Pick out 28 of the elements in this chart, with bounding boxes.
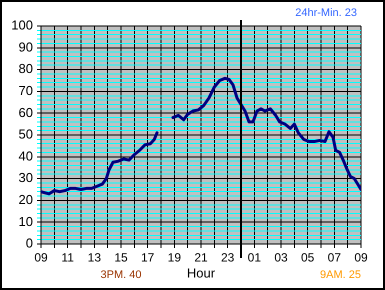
- y-tick-label: 0: [26, 236, 33, 251]
- x-tick-label: 05: [300, 250, 315, 265]
- x-tick-label: 07: [328, 250, 342, 265]
- y-tick-label: 100: [11, 18, 33, 33]
- text: 9AM. 25: [320, 269, 361, 282]
- text: 3PM. 40: [100, 269, 142, 282]
- x-tick-label: 11: [61, 250, 74, 265]
- x-axis-title: Hour: [186, 266, 216, 281]
- y-tick-label: 20: [18, 192, 33, 207]
- x-tick-label: 01: [248, 250, 262, 265]
- x-tick-label: 09: [34, 250, 48, 265]
- x-tick-label: 17: [140, 250, 155, 265]
- y-tick-label: 50: [18, 126, 33, 142]
- x-tick-label: 23: [220, 250, 235, 265]
- y-tick-label: 60: [18, 104, 33, 120]
- y-tick-label: 30: [18, 170, 33, 186]
- y-tick-label: 10: [18, 214, 33, 229]
- x-tick-label: 15: [114, 250, 128, 265]
- text: 24hr-Min. 23: [295, 7, 357, 20]
- y-tick-label: 70: [18, 82, 33, 98]
- x-tick-label: 13: [88, 250, 102, 265]
- x-tick-label: 03: [274, 250, 288, 265]
- x-tick-label: 19: [168, 250, 182, 265]
- y-tick-label: 90: [18, 39, 33, 54]
- y-tick-label: 40: [18, 148, 33, 164]
- x-tick-label: 09: [354, 250, 368, 265]
- y-tick-label: 80: [18, 61, 33, 76]
- x-tick-label: 21: [194, 250, 208, 265]
